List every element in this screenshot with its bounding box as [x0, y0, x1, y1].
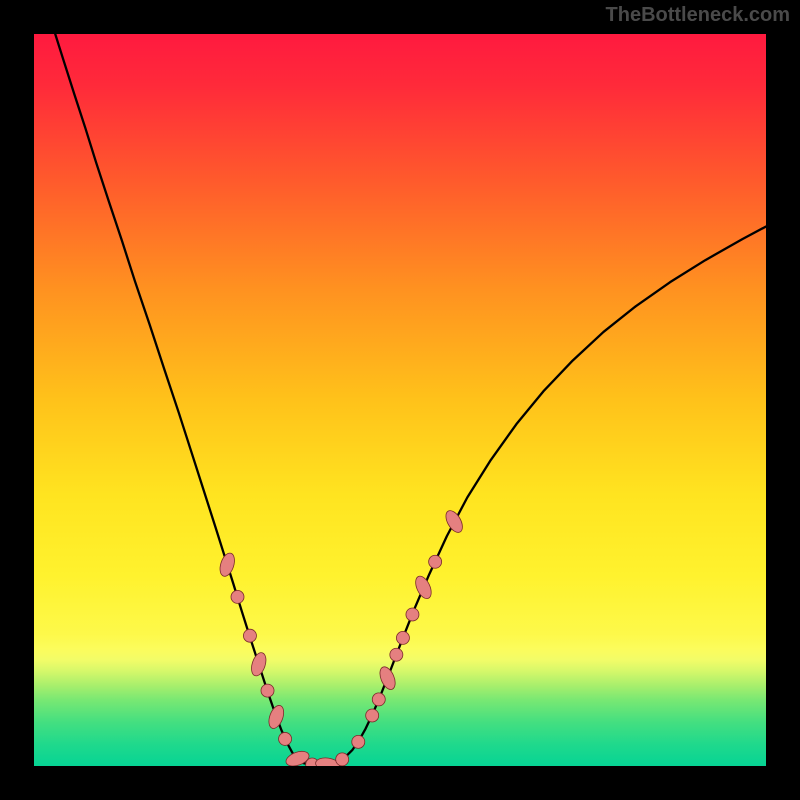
data-point [372, 693, 385, 706]
data-point [352, 735, 365, 748]
data-point [243, 629, 256, 642]
data-point [429, 555, 442, 568]
chart-container: { "meta": { "watermark": "TheBottleneck.… [0, 0, 800, 800]
data-point [261, 684, 274, 697]
data-point [336, 753, 349, 766]
data-point [390, 648, 403, 661]
bottleneck-chart [0, 0, 800, 800]
data-point [279, 732, 292, 745]
data-point [396, 631, 409, 644]
data-point [366, 709, 379, 722]
data-point [231, 590, 244, 603]
data-point [406, 608, 419, 621]
